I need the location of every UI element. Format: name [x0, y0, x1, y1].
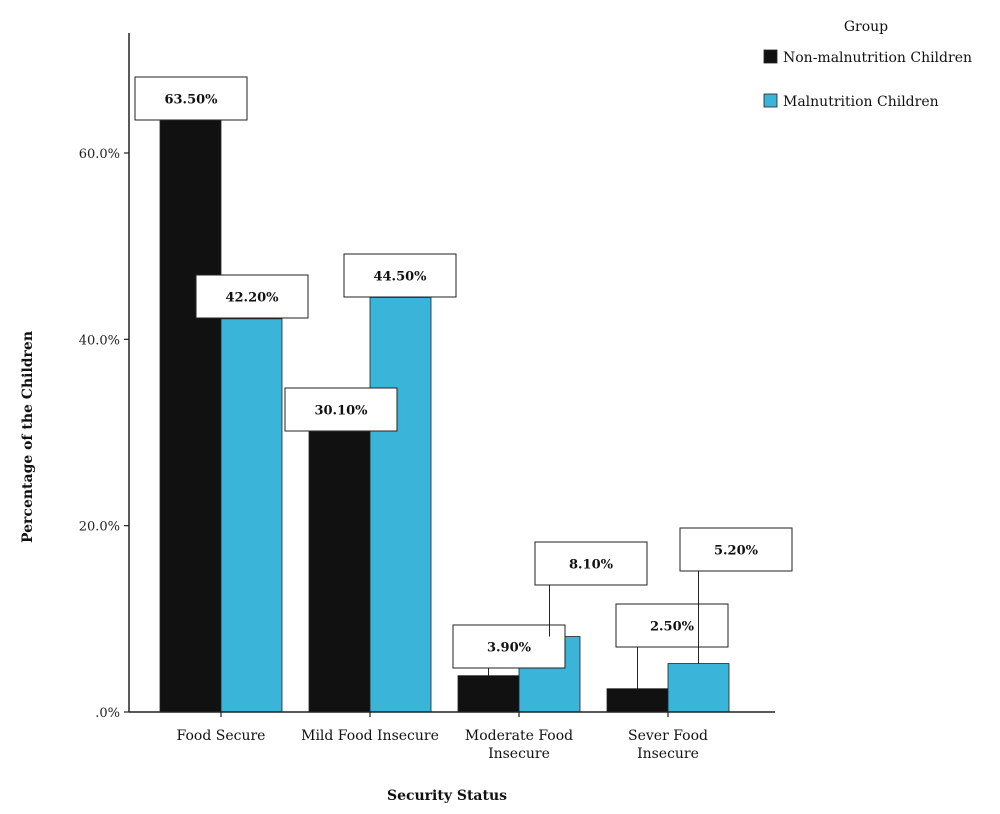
data-label: 30.10% [284, 387, 398, 432]
category-label: Moderate Food Insecure [465, 728, 573, 762]
data-label: 8.10% [534, 541, 648, 637]
data-label-text: 3.90% [487, 641, 532, 656]
data-label-box [452, 624, 566, 669]
y-tick-label: .0% [95, 706, 120, 721]
data-label-box [284, 387, 398, 432]
category-label: Sever Food Insecure [628, 728, 708, 762]
bar [159, 119, 222, 713]
legend-title: Group [844, 19, 888, 35]
ticks-layer: .0% 20.0% 40.0% 60.0% [79, 147, 129, 721]
legend: Group Non-malnutrition Children Malnutri… [763, 19, 972, 110]
data-label-box [615, 603, 729, 648]
legend-label-non-malnutrition: Non-malnutrition Children [783, 50, 972, 66]
y-tick-label: 40.0% [79, 333, 120, 348]
data-labels-layer: 63.50% 30.10% 3.90% 2.50% 42.20% 44.50% 8.10% 5… [134, 76, 793, 689]
data-label-box [134, 76, 248, 121]
data-label: 5.20% [679, 527, 793, 664]
bars-layer [159, 119, 730, 713]
legend-label-malnutrition: Malnutrition Children [783, 94, 939, 110]
category-label: Food Secure [177, 728, 266, 744]
legend-swatch-non-malnutrition [763, 49, 778, 64]
data-label-text: 44.50% [373, 270, 427, 285]
bar [457, 675, 520, 713]
data-label-text: 2.50% [650, 620, 695, 635]
data-label: 44.50% [343, 253, 457, 298]
x-axis-title: Security Status [387, 788, 507, 804]
bar [308, 431, 371, 713]
data-label-box [679, 527, 793, 572]
data-label-box [534, 541, 648, 586]
y-axis-title: Percentage of the Children [20, 331, 36, 543]
data-label: 3.90% [452, 624, 566, 676]
data-label-text: 30.10% [314, 404, 368, 419]
data-label-box [195, 274, 309, 319]
y-tick-label: 60.0% [79, 147, 120, 162]
data-label-text: 63.50% [164, 93, 218, 108]
data-label-text: 8.10% [569, 558, 614, 573]
y-tick-label: 20.0% [79, 520, 120, 535]
bar [667, 663, 730, 713]
bar [220, 318, 283, 713]
data-label-text: 42.20% [225, 291, 279, 306]
data-label: 63.50% [134, 76, 248, 121]
bar [606, 688, 669, 713]
bar [369, 297, 432, 713]
data-label-text: 5.20% [714, 544, 759, 559]
data-label-box [343, 253, 457, 298]
axes-layer [128, 33, 775, 713]
legend-swatch-malnutrition [763, 93, 778, 108]
category-label: Mild Food Insecure [301, 728, 439, 744]
category-labels: Food Secure Mild Food Insecure Moderate Fo… [177, 712, 708, 762]
data-label: 2.50% [615, 603, 729, 689]
data-label: 42.20% [195, 274, 309, 319]
